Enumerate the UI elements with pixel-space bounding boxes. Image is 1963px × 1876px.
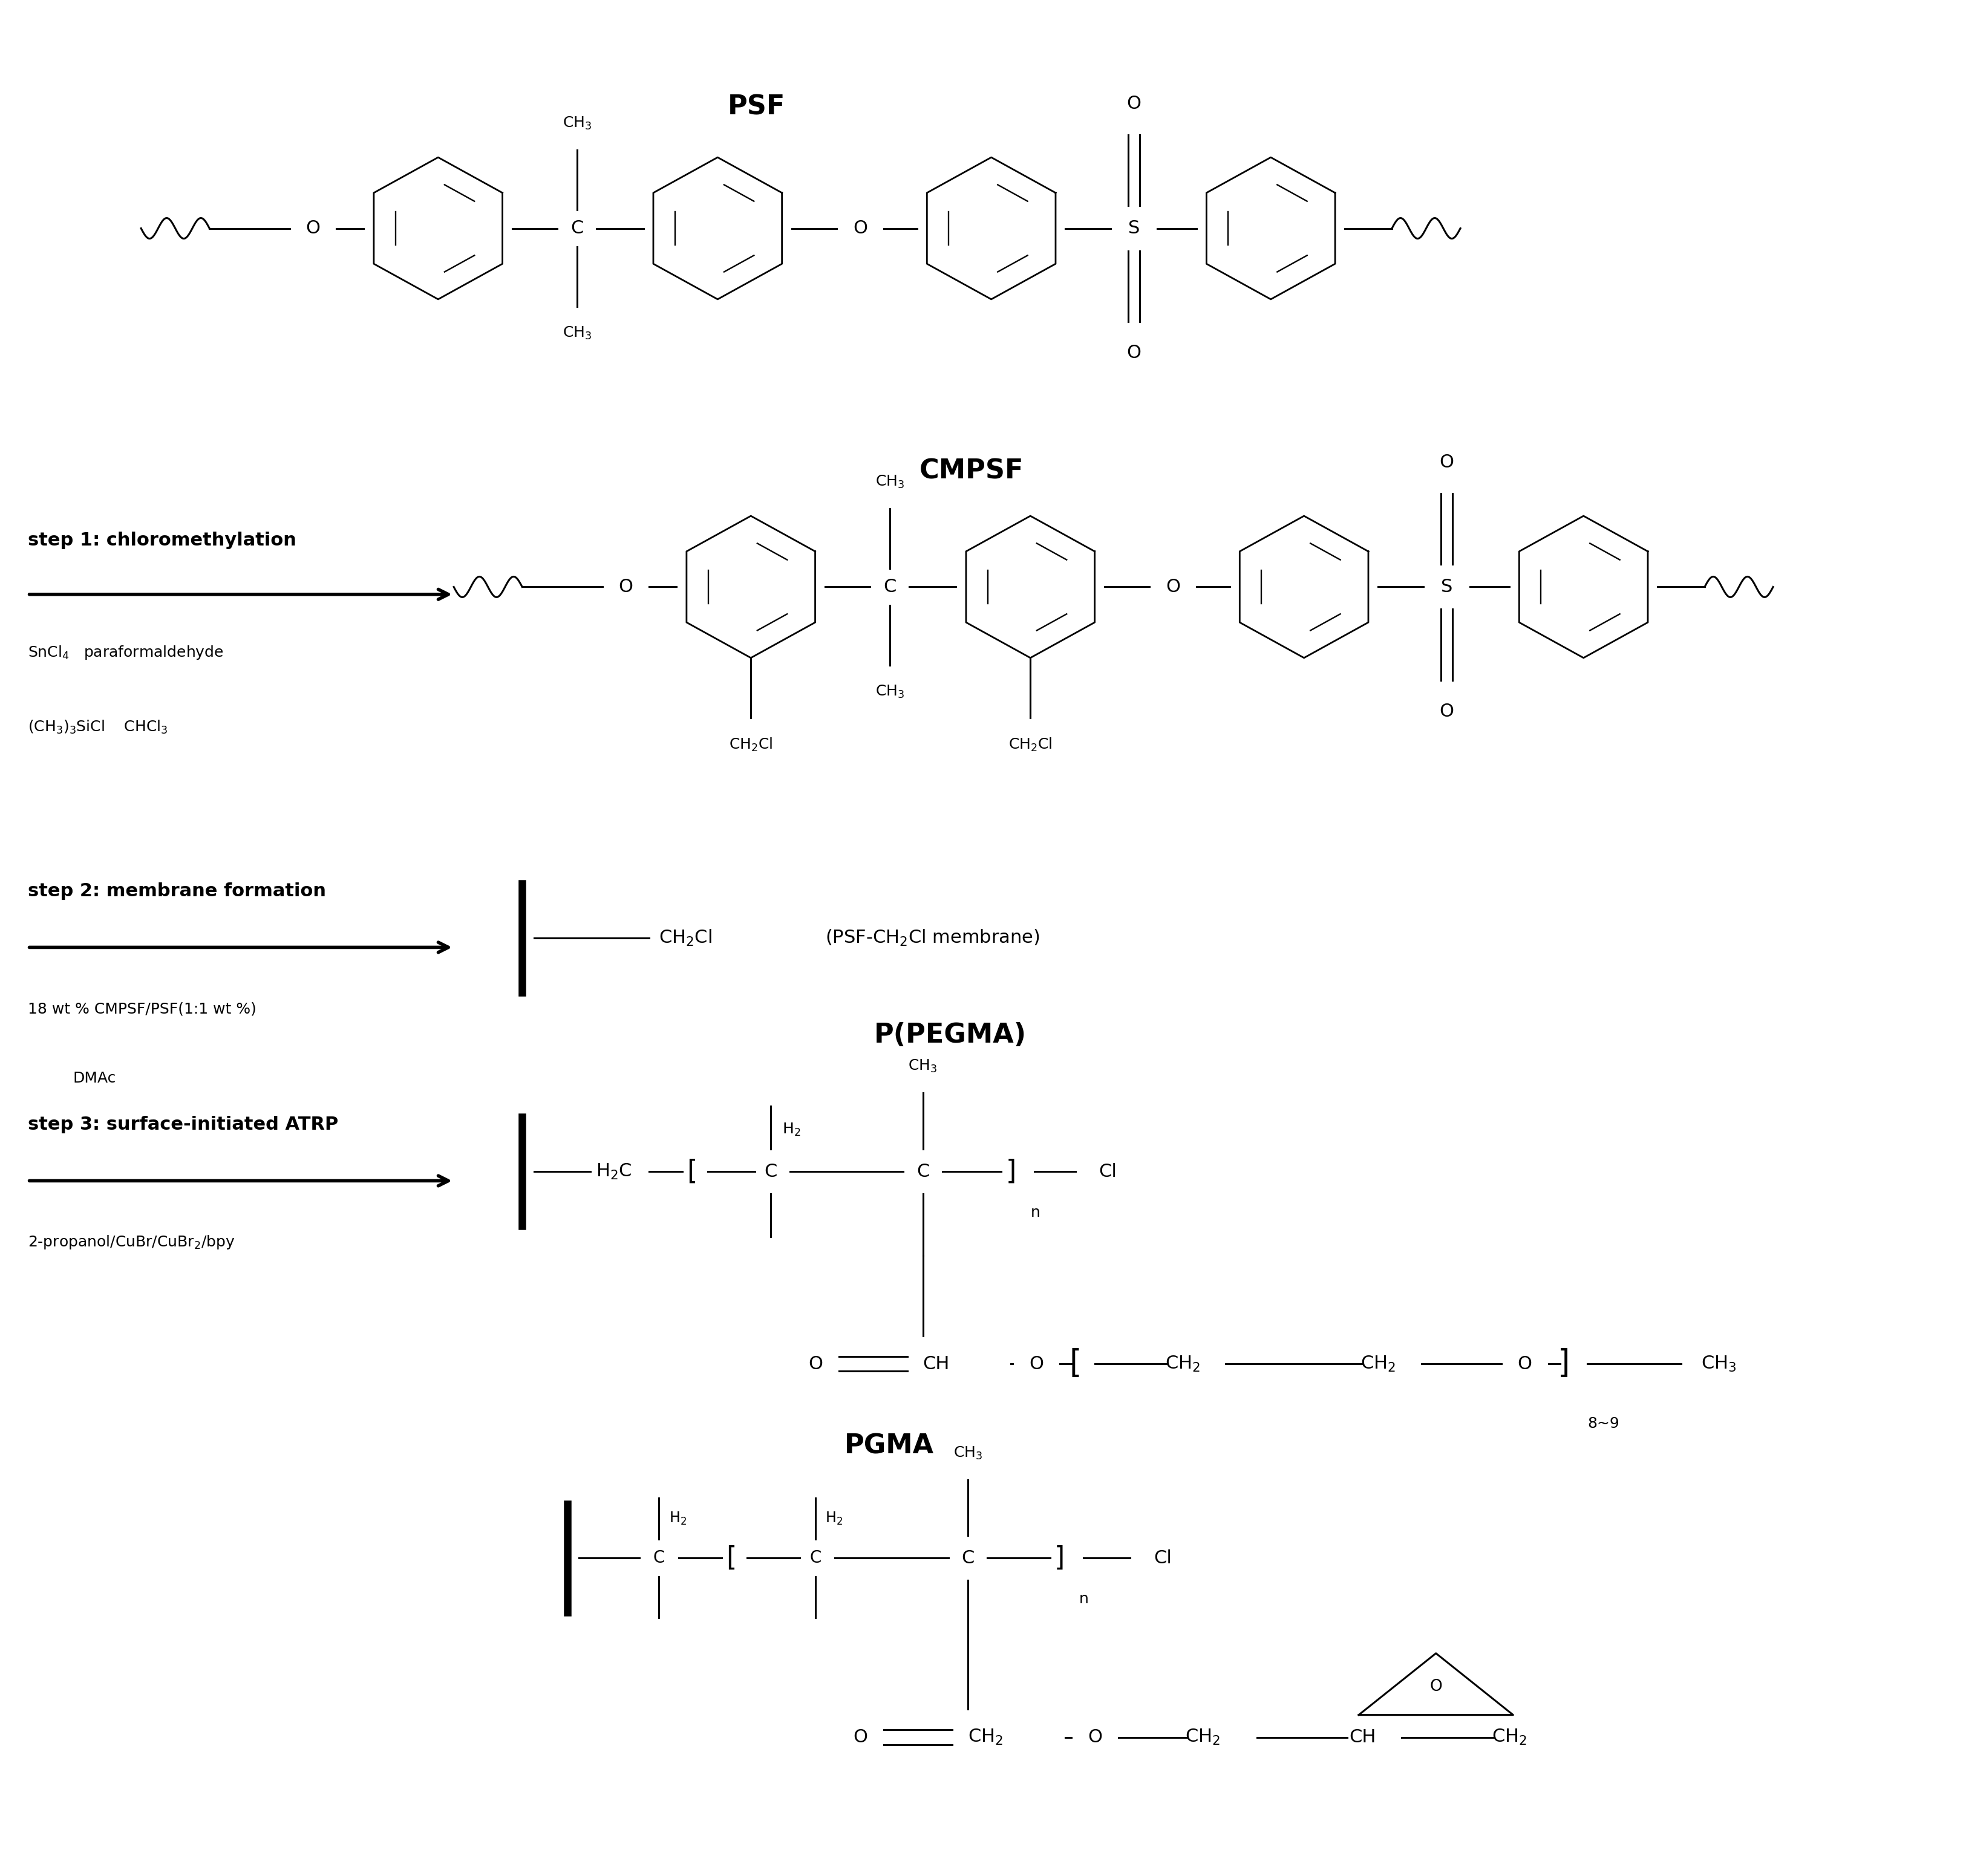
Text: O: O [1127, 96, 1141, 113]
Text: CH$_2$Cl: CH$_2$Cl [1009, 735, 1052, 752]
Text: [: [ [687, 1159, 697, 1184]
Text: step 2: membrane formation: step 2: membrane formation [27, 882, 326, 900]
Text: ]: ] [1005, 1159, 1017, 1184]
Text: [: [ [1070, 1349, 1082, 1379]
Text: O: O [1088, 1728, 1101, 1747]
Text: (CH$_3$)$_3$SiCl    CHCl$_3$: (CH$_3$)$_3$SiCl CHCl$_3$ [27, 719, 167, 735]
Text: ]: ] [1559, 1349, 1570, 1379]
Text: S: S [1441, 578, 1453, 597]
Text: O: O [1127, 343, 1141, 362]
Text: O: O [1029, 1354, 1044, 1373]
Text: CH$_2$: CH$_2$ [1492, 1728, 1527, 1747]
Text: CH$_3$: CH$_3$ [954, 1445, 981, 1461]
Text: CH$_2$: CH$_2$ [1360, 1354, 1396, 1373]
Text: Cl: Cl [1099, 1163, 1117, 1180]
Text: PGMA: PGMA [844, 1433, 934, 1460]
Text: C: C [883, 578, 895, 597]
Text: C: C [764, 1163, 777, 1180]
Text: CH$_3$: CH$_3$ [875, 685, 905, 700]
Text: C: C [917, 1163, 928, 1180]
Text: O: O [306, 219, 320, 236]
Text: (PSF-CH$_2$Cl membrane): (PSF-CH$_2$Cl membrane) [824, 929, 1040, 947]
Text: O: O [1517, 1354, 1533, 1373]
Text: n: n [1031, 1204, 1040, 1219]
Text: PSF: PSF [728, 94, 785, 120]
Text: O: O [618, 578, 632, 597]
Text: CH: CH [1349, 1728, 1376, 1747]
Text: CMPSF: CMPSF [919, 458, 1025, 484]
Text: DMAc: DMAc [73, 1071, 116, 1086]
Text: step 1: chloromethylation: step 1: chloromethylation [27, 531, 296, 550]
Text: C: C [654, 1550, 665, 1566]
Text: C: C [571, 219, 583, 236]
Text: CH: CH [923, 1354, 950, 1373]
Text: Cl: Cl [1154, 1550, 1172, 1566]
Text: H$_2$C: H$_2$C [597, 1161, 632, 1180]
Text: S: S [1129, 219, 1141, 236]
Text: 2-propanol/CuBr/CuBr$_2$/bpy: 2-propanol/CuBr/CuBr$_2$/bpy [27, 1234, 236, 1251]
Text: CH$_3$: CH$_3$ [875, 475, 905, 490]
Text: O: O [1429, 1679, 1443, 1694]
Text: H$_2$: H$_2$ [824, 1510, 842, 1527]
Text: H$_2$: H$_2$ [781, 1122, 801, 1139]
Text: CH$_3$: CH$_3$ [1700, 1354, 1735, 1373]
Text: O: O [1439, 704, 1455, 720]
Text: 8~9: 8~9 [1588, 1416, 1619, 1431]
Text: CH$_3$: CH$_3$ [561, 114, 591, 131]
Text: SnCl$_4$   paraformaldehyde: SnCl$_4$ paraformaldehyde [27, 643, 224, 660]
Text: CH$_2$Cl: CH$_2$Cl [728, 735, 773, 752]
Text: [: [ [726, 1546, 736, 1570]
Text: 18 wt % CMPSF/PSF(1:1 wt %): 18 wt % CMPSF/PSF(1:1 wt %) [27, 1002, 257, 1017]
Text: step 3: surface-initiated ATRP: step 3: surface-initiated ATRP [27, 1116, 338, 1133]
Text: ]: ] [1054, 1546, 1066, 1570]
Text: O: O [809, 1354, 822, 1373]
Text: CH$_2$Cl: CH$_2$Cl [660, 929, 713, 947]
Text: H$_2$: H$_2$ [669, 1510, 687, 1527]
Text: CH$_2$: CH$_2$ [968, 1728, 1003, 1747]
Text: C: C [809, 1550, 821, 1566]
Text: CH$_2$: CH$_2$ [1166, 1354, 1201, 1373]
Text: n: n [1080, 1593, 1089, 1606]
Text: CH$_3$: CH$_3$ [561, 325, 591, 341]
Text: P(PEGMA): P(PEGMA) [874, 1022, 1027, 1049]
Text: O: O [1439, 454, 1455, 471]
Text: CH$_3$: CH$_3$ [909, 1058, 938, 1075]
Text: O: O [854, 1728, 868, 1747]
Text: O: O [1166, 578, 1180, 597]
Text: CH$_2$: CH$_2$ [1186, 1728, 1219, 1747]
Text: C: C [962, 1550, 974, 1566]
Text: O: O [854, 219, 868, 236]
